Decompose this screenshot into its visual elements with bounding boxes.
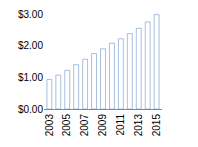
svg-text:$0.00: $0.00 xyxy=(18,104,43,115)
svg-text:2007: 2007 xyxy=(79,114,90,137)
svg-text:$1.00: $1.00 xyxy=(18,72,43,83)
svg-text:$3.00: $3.00 xyxy=(18,9,43,20)
svg-text:2005: 2005 xyxy=(61,114,72,137)
svg-text:2009: 2009 xyxy=(97,114,108,137)
svg-text:2015: 2015 xyxy=(151,114,162,137)
svg-text:2011: 2011 xyxy=(115,114,126,136)
svg-text:2013: 2013 xyxy=(133,114,144,137)
svg-text:2003: 2003 xyxy=(44,114,55,137)
svg-text:$2.00: $2.00 xyxy=(18,40,43,51)
